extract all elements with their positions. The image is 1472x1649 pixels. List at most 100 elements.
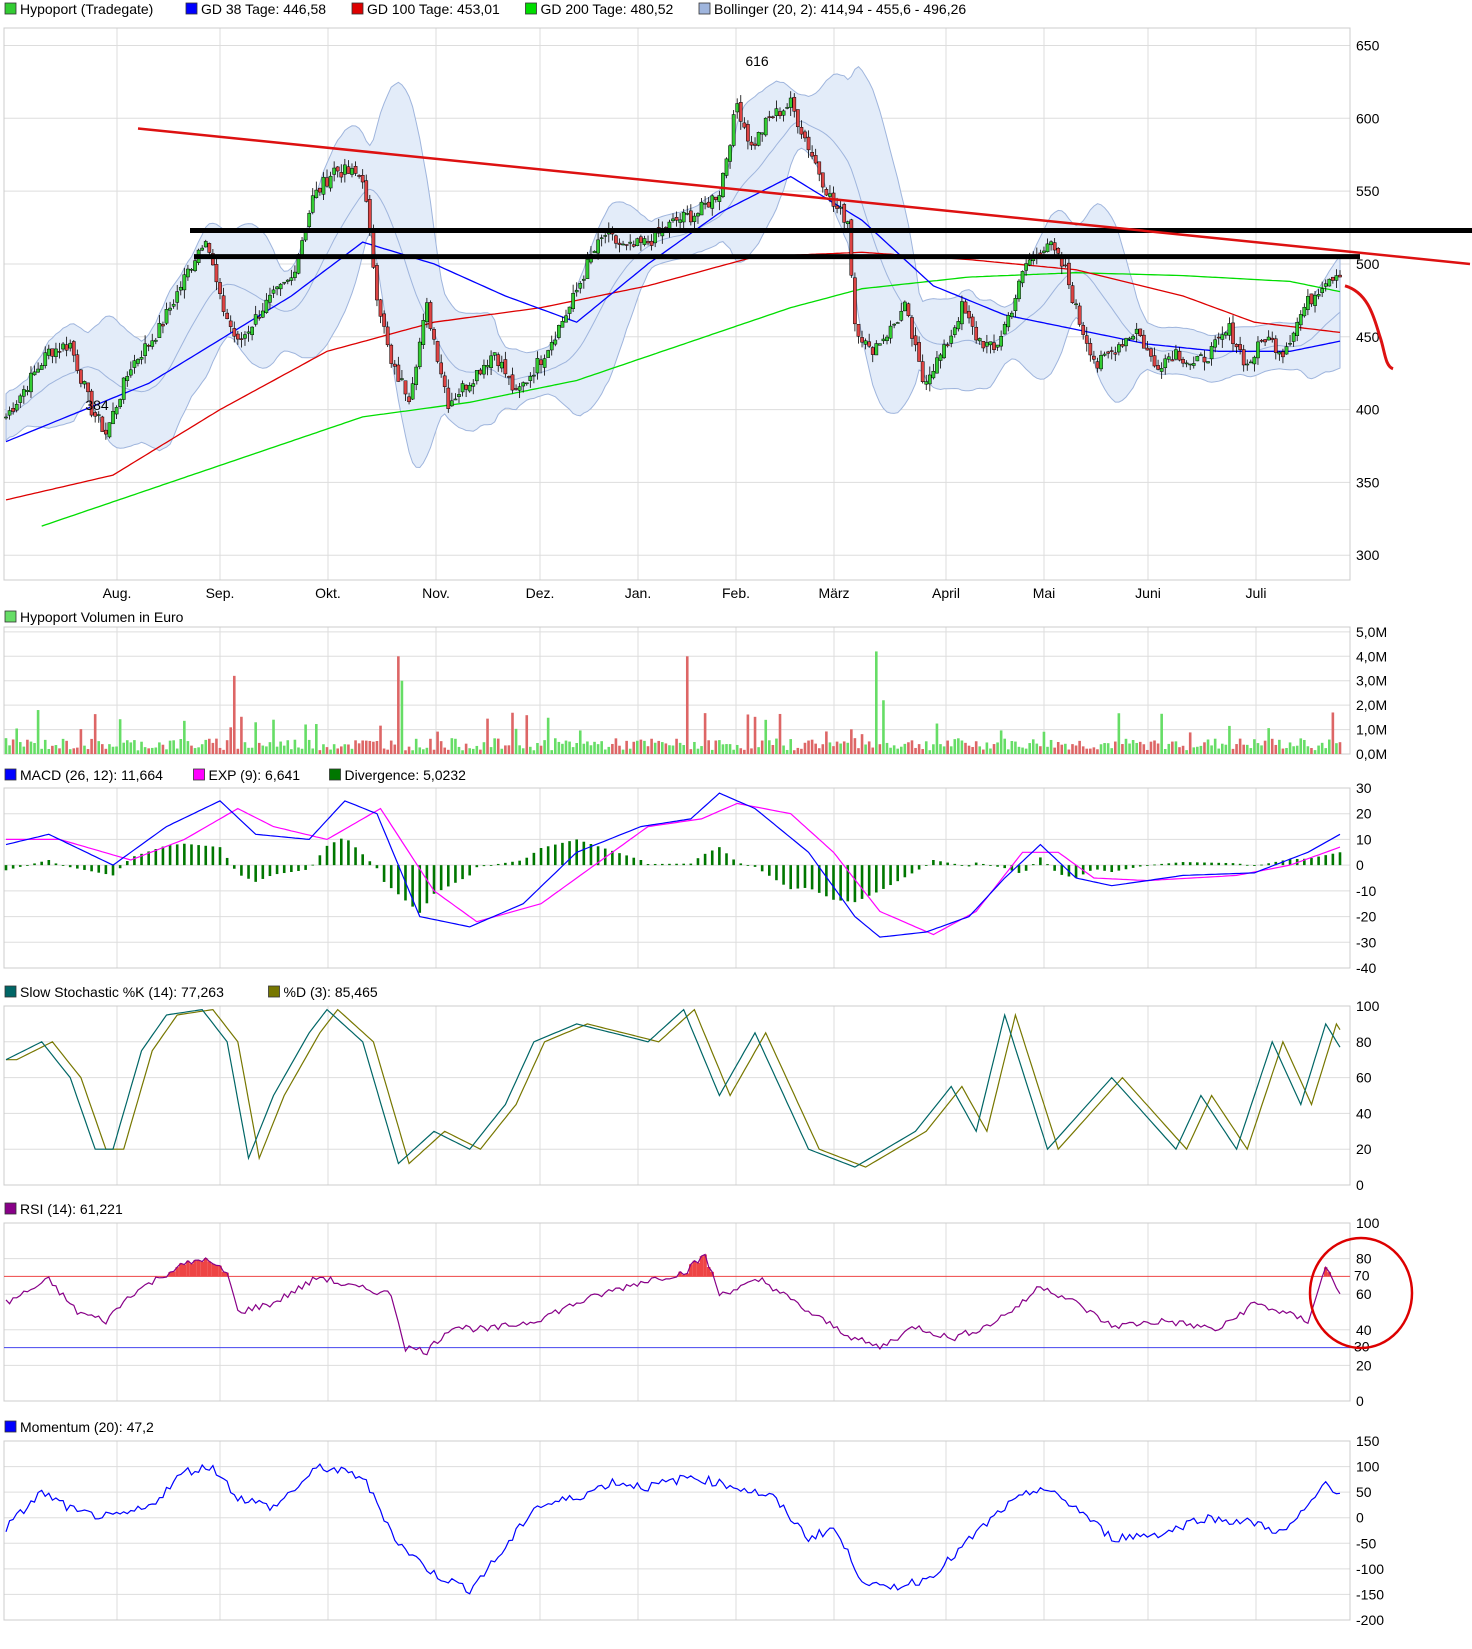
candle-body [310, 195, 315, 213]
divergence-bar [154, 849, 158, 866]
volume-bar [1320, 742, 1324, 754]
volume-bar [1056, 742, 1060, 754]
candle-body [1152, 355, 1157, 367]
volume-bar [225, 740, 229, 754]
volume-bar [1324, 748, 1328, 754]
candle-body [539, 359, 543, 365]
volume-bar [311, 748, 315, 754]
volume-bar [593, 741, 596, 754]
volume-bar [457, 746, 461, 754]
candle-body [639, 236, 643, 243]
volume-bar [696, 748, 700, 754]
divergence-bar [268, 865, 272, 877]
candle-body [706, 201, 711, 208]
candle-body [931, 370, 936, 379]
volume-bar [1014, 741, 1017, 754]
volume-bar [1263, 740, 1267, 754]
divergence-bar [1160, 863, 1163, 866]
volume-bar [636, 740, 639, 754]
divergence-bar [33, 863, 36, 866]
divergence-bar [553, 844, 557, 866]
volume-bar [51, 745, 54, 754]
candle-body [728, 145, 732, 162]
candle-body [128, 369, 133, 376]
volume-bar [1092, 747, 1096, 754]
volume-bar [193, 748, 197, 754]
candle-body [535, 358, 540, 374]
volume-bar [143, 747, 147, 754]
candle-body [392, 363, 397, 367]
divergence-bar [411, 865, 414, 907]
divergence-bar [775, 865, 778, 881]
volume-bar [411, 750, 414, 754]
volume-bar [885, 742, 889, 754]
divergence-bar [11, 865, 15, 869]
candle-body [546, 350, 551, 358]
candle-body [635, 238, 640, 246]
volume-bar [147, 748, 150, 754]
stochastic-panel-tick-label: 40 [1356, 1105, 1372, 1121]
stochastic-legend-swatch [268, 985, 280, 998]
candle-body [446, 387, 451, 409]
divergence-bar [489, 865, 493, 866]
divergence-bar [240, 865, 243, 876]
volume-bar [924, 741, 928, 754]
candle-body [407, 396, 411, 403]
candle-body [678, 219, 682, 223]
candle-body [1113, 352, 1118, 355]
volume-bar [685, 656, 689, 754]
divergence-bar [917, 865, 921, 870]
candle-body [902, 301, 907, 312]
volume-bar [26, 739, 29, 754]
divergence-bar [1010, 865, 1014, 871]
volume-bar [982, 749, 985, 754]
volume-bar [842, 741, 846, 754]
stochastic-legend-label: Slow Stochastic %K (14): 77,263 [20, 984, 224, 1000]
divergence-bar [1089, 865, 1092, 871]
divergence-bar [682, 863, 686, 866]
volume-bar [1085, 748, 1089, 754]
volume-bar [136, 750, 140, 754]
candle-body [1092, 355, 1096, 360]
candle-body [963, 301, 968, 314]
volume-bar [247, 747, 250, 754]
candle-body [260, 310, 265, 318]
volume-bar [760, 740, 764, 754]
volume-bar [1185, 750, 1188, 754]
volume-bar [1196, 746, 1199, 754]
candle-body [781, 110, 786, 116]
divergence-bar [518, 860, 521, 866]
macd-panel-frame [3, 787, 1351, 969]
candle-body [817, 161, 822, 175]
divergence-bar [261, 865, 265, 879]
candle-body [150, 340, 155, 347]
volume-bar [1245, 744, 1249, 754]
candle-body [1056, 248, 1061, 254]
divergence-bar [325, 845, 329, 866]
candle-body [1256, 341, 1260, 359]
divergence-bar [832, 865, 835, 900]
candle-body [724, 158, 729, 176]
volume-bar [339, 746, 343, 754]
candle-body [721, 172, 725, 197]
candle-body [1202, 356, 1207, 363]
candle-body [917, 342, 921, 362]
candle-body [1313, 294, 1317, 306]
volume-bar [682, 745, 686, 754]
volume-bar [1174, 741, 1178, 754]
candle-body [357, 175, 361, 177]
candle-body [867, 341, 872, 347]
volume-bar [539, 745, 543, 754]
volume-bar [878, 744, 882, 754]
month-label: Nov. [422, 585, 450, 601]
gd38-line [5, 175, 1341, 443]
divergence-bar [817, 865, 821, 893]
volume-bar [429, 738, 432, 754]
volume-bar [949, 746, 953, 754]
candle-body [1027, 259, 1032, 266]
volume-bar [611, 743, 614, 754]
candle-body [1042, 250, 1046, 253]
candle-body [96, 414, 101, 416]
volume-bar [1295, 745, 1299, 754]
candle-body [1070, 285, 1075, 303]
